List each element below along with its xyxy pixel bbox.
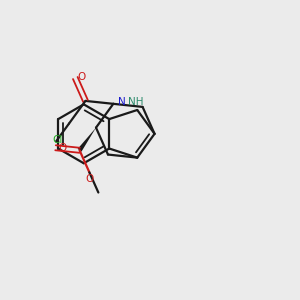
Text: Cl: Cl	[52, 135, 63, 145]
Text: O: O	[58, 143, 66, 153]
Text: O: O	[78, 73, 86, 82]
Text: NH: NH	[128, 97, 143, 107]
Polygon shape	[78, 128, 96, 152]
Text: N: N	[118, 98, 125, 107]
Text: O: O	[85, 174, 93, 184]
